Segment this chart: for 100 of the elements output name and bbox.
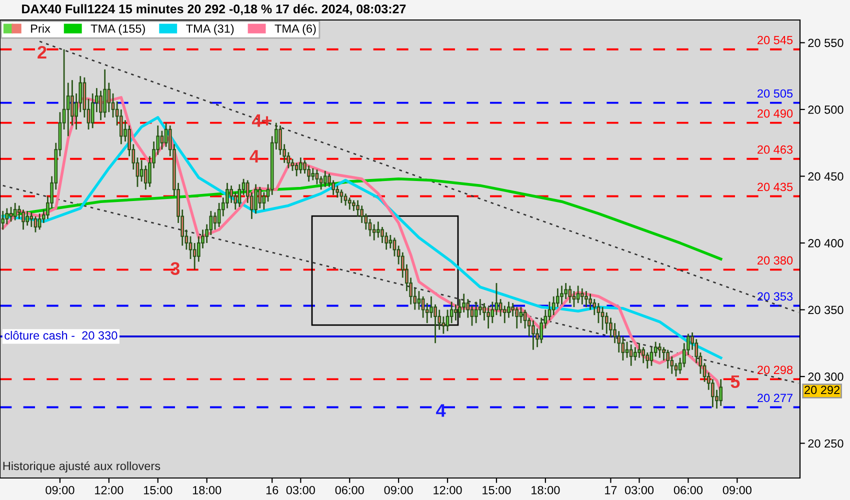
ref-line-label: 20 435 [758, 182, 793, 192]
candlestick [298, 156, 302, 174]
candlestick [417, 290, 421, 310]
candlestick [262, 192, 266, 210]
candlestick [340, 188, 344, 204]
candlestick [596, 302, 600, 324]
y-tick-label: 20 450 [808, 172, 844, 181]
candlestick [192, 242, 196, 270]
candlestick [26, 210, 30, 226]
candlestick [30, 212, 34, 228]
ref-line-label: 20 353 [758, 292, 793, 301]
candlestick [621, 336, 625, 362]
candlestick [470, 305, 474, 326]
annotation: Historique ajusté aux rollovers [3, 461, 160, 473]
x-tick-label: 17 [605, 486, 617, 494]
candlestick [9, 206, 13, 222]
candlestick [372, 224, 376, 242]
candlestick [604, 312, 608, 334]
ref-line-label: 20 505 [758, 89, 793, 98]
chart-title: DAX40 Full1224 15 minutes 20 292 -0,18 % 17 déc. 2024, 08:03:27 [22, 4, 406, 16]
x-tick-label: 15:00 [144, 486, 172, 494]
candlestick [294, 162, 298, 177]
x-tick-label: 09:00 [46, 486, 74, 494]
x-tick-label: 12:00 [95, 486, 124, 494]
candlestick [164, 122, 168, 148]
candlestick [450, 301, 454, 324]
x-tick-label: 06:00 [674, 486, 703, 494]
y-tick-label: 20 250 [808, 439, 844, 448]
candlestick [425, 302, 429, 324]
candlestick [494, 282, 498, 316]
candlestick [1, 210, 5, 230]
candlestick [548, 301, 552, 322]
legend-label: Prix [31, 24, 50, 33]
candlestick [532, 320, 535, 351]
candlestick [572, 290, 576, 308]
y-tick-label: 20 400 [808, 239, 844, 248]
candlestick [107, 82, 111, 113]
x-tick-label: 18:00 [532, 486, 560, 494]
candlestick [625, 341, 629, 359]
candlestick [99, 90, 102, 121]
candlestick [568, 285, 572, 304]
candlestick [658, 342, 662, 359]
text: 20 292 [804, 386, 840, 394]
candlestick [650, 346, 654, 367]
y-tick-label: 20 500 [808, 106, 844, 114]
ref-line-label: 20 490 [758, 109, 793, 118]
candlestick [319, 176, 323, 190]
line-series [1, 116, 722, 360]
candlestick [654, 341, 658, 358]
candlestick [523, 309, 527, 330]
candlestick [368, 218, 372, 238]
line-series [1, 178, 722, 260]
ref-line-label: 20 298 [758, 366, 793, 374]
annotation: 3 [170, 262, 180, 275]
candlestick [13, 202, 17, 221]
candlestick [474, 301, 478, 324]
candlestick [584, 290, 588, 308]
legend-label: TMA (6) [274, 24, 316, 36]
candlestick [486, 306, 490, 330]
candlestick [442, 316, 446, 334]
ref-line-label: clôture cash - 20 330 [4, 330, 118, 340]
candlestick [238, 184, 242, 208]
candlestick [217, 202, 221, 228]
x-tick-label: 09:00 [722, 486, 752, 494]
ref-line-label: 20 545 [758, 36, 793, 44]
candlestick [719, 378, 723, 407]
candlestick [421, 296, 425, 318]
candlestick [388, 234, 392, 250]
y-tick-label: 20 550 [808, 38, 844, 48]
candlestick [519, 306, 523, 324]
ref-line-label: 20 380 [758, 256, 793, 265]
candlestick [515, 306, 519, 330]
legend-label: TMA (31) [186, 24, 234, 36]
y-tick-label: 20 350 [808, 306, 844, 314]
candlestick [576, 285, 580, 304]
candlestick [498, 298, 502, 318]
candlestick [364, 212, 368, 230]
y-tick-label: 20 300 [808, 372, 844, 381]
candlestick [323, 170, 327, 188]
annotation: 4 [436, 404, 446, 417]
x-tick-label: 16 [266, 486, 278, 494]
candlestick [22, 208, 25, 230]
candlestick [580, 288, 584, 306]
x-tick-label: 15:00 [482, 486, 511, 494]
candlestick [140, 160, 144, 182]
candlestick [634, 346, 637, 362]
candlestick [311, 168, 315, 181]
candlestick [629, 344, 633, 367]
annotation: 5 [730, 375, 740, 388]
annotation: 4 [250, 150, 260, 163]
candlestick [560, 285, 564, 306]
candlestick [315, 168, 319, 185]
x-tick-label: 12:00 [434, 486, 462, 494]
candlestick [638, 342, 641, 359]
candlestick [454, 304, 458, 322]
legend-label: TMA (155) [90, 24, 145, 36]
candlestick [103, 68, 107, 118]
ref-line-label: 20 277 [758, 394, 792, 402]
x-tick-label: 18:00 [192, 486, 222, 494]
candlestick [600, 306, 604, 330]
